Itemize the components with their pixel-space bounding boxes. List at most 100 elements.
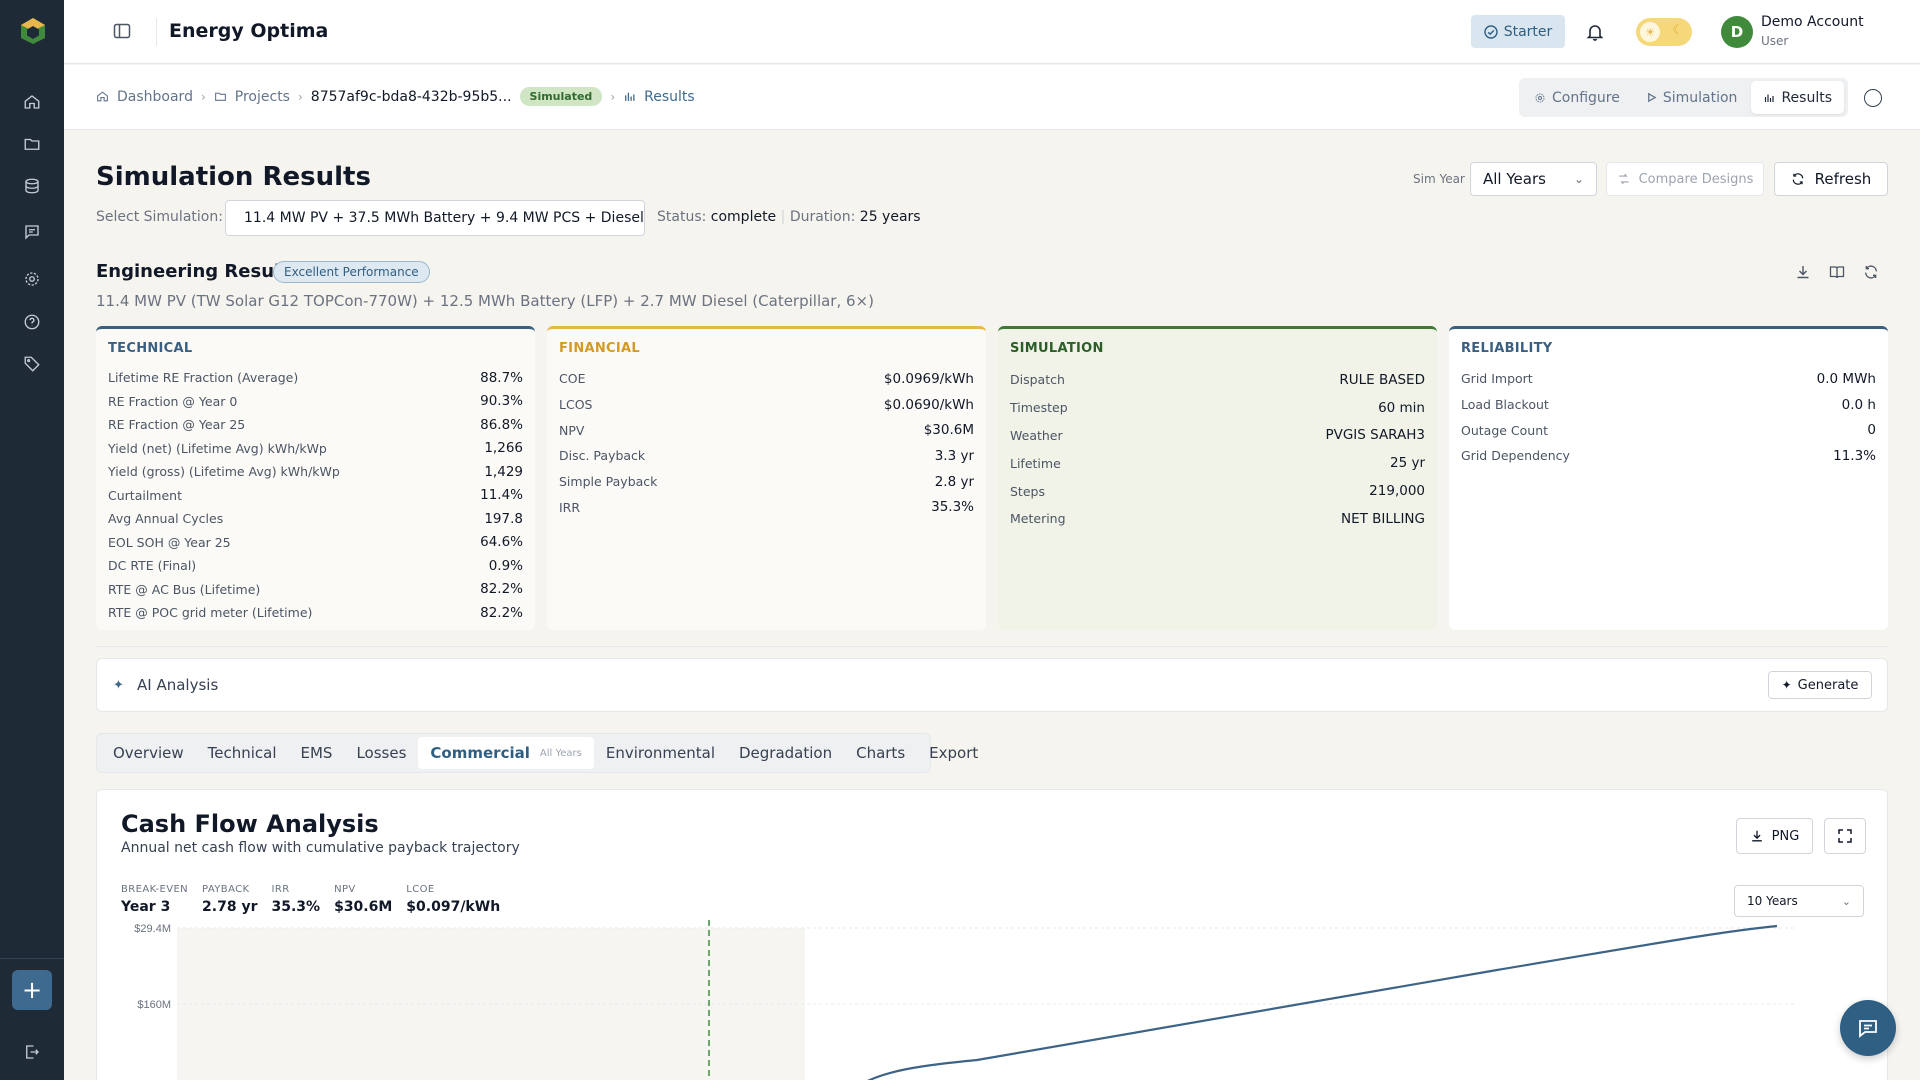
folder-icon — [214, 92, 226, 101]
tab-commercial[interactable]: Commercial All Years — [418, 737, 594, 769]
home-icon[interactable] — [22, 92, 42, 112]
kpi-value: 35.3% — [271, 899, 321, 915]
metric-row: RE Fraction @ Year 25 86.8% — [108, 413, 523, 437]
metric-row: LCOS $0.0690/kWh — [559, 392, 974, 418]
avatar[interactable]: D — [1721, 16, 1753, 48]
download-icon[interactable] — [1795, 264, 1811, 280]
metric-value: 0.0 h — [1841, 396, 1876, 413]
kpi-item: NPV $30.6M — [334, 884, 392, 915]
metric-row: Lifetime 25 yr — [1010, 449, 1425, 477]
metric-label: Timestep — [1010, 400, 1068, 416]
breadcrumb-dashboard[interactable]: Dashboard — [117, 88, 193, 105]
fullscreen-button[interactable] — [1824, 818, 1866, 854]
technical-rows: Lifetime RE Fraction (Average) 88.7% RE Fr… — [108, 366, 523, 625]
tab-charts[interactable]: Charts — [844, 737, 917, 769]
chevron-right-icon: › — [297, 89, 303, 104]
technical-card: TECHNICAL Lifetime RE Fraction (Average)… — [96, 326, 535, 630]
status-value: complete — [710, 209, 777, 225]
status-badge: Simulated — [519, 87, 603, 106]
tab-results[interactable]: Results — [1751, 81, 1844, 114]
bell-icon[interactable] — [1585, 22, 1605, 42]
app-logo[interactable] — [20, 17, 46, 45]
sidebar: + — [0, 0, 64, 1080]
kpi-item: PAYBACK 2.78 yr — [202, 884, 257, 915]
tab-label: Degradation — [738, 744, 833, 762]
metric-label: Dispatch — [1010, 372, 1065, 388]
metric-label: COE — [559, 371, 586, 387]
tab-losses[interactable]: Losses — [344, 737, 418, 769]
sidebar-toggle-icon[interactable] — [113, 22, 131, 40]
breadcrumb-results[interactable]: Results — [644, 88, 695, 105]
tab-configure[interactable]: Configure — [1522, 81, 1632, 114]
sun-icon: ☀ — [1640, 22, 1660, 42]
kpi-label: LCOE — [406, 884, 435, 895]
metric-value: 197.8 — [484, 510, 523, 527]
png-label: PNG — [1771, 828, 1800, 844]
kpi-label: PAYBACK — [202, 884, 250, 895]
plan-badge[interactable]: Starter — [1471, 15, 1565, 48]
tab-label: Export — [929, 744, 979, 762]
metric-label: Grid Dependency — [1461, 448, 1570, 464]
status-line: Status: complete | Duration: 25 years — [657, 209, 921, 225]
tab-environmental[interactable]: Environmental — [594, 737, 727, 769]
info-icon[interactable] — [1864, 89, 1882, 107]
ai-analysis-bar[interactable]: ✦ AI Analysis ✦ Generate — [96, 658, 1888, 712]
metric-label: RE Fraction @ Year 0 — [108, 393, 238, 409]
metric-value: PVGIS SARAH3 — [1325, 427, 1425, 444]
metric-value: 82.2% — [480, 604, 523, 621]
y-tick-label: $160M — [137, 999, 171, 1011]
metric-label: Yield (gross) (Lifetime Avg) kWh/kWp — [108, 464, 340, 480]
tag-icon[interactable] — [22, 354, 42, 374]
divider — [156, 18, 157, 46]
folder-icon[interactable] — [22, 134, 42, 154]
help-icon[interactable] — [22, 312, 42, 332]
kpi-value: Year 3 — [121, 899, 171, 915]
simulation-select[interactable]: 11.4 MW PV + 37.5 MWh Battery + 9.4 MW P… — [225, 200, 645, 236]
metric-row: DC RTE (Final) 0.9% — [108, 554, 523, 578]
chat-button[interactable] — [1840, 1000, 1896, 1056]
database-icon[interactable] — [22, 176, 42, 196]
cash-flow-chart: $29.4M $160M — [134, 920, 1797, 1080]
logout-icon[interactable] — [22, 1042, 42, 1062]
message-icon[interactable] — [22, 222, 42, 242]
cumulative-cash-flow-line — [867, 924, 1778, 1080]
tab-export[interactable]: Export — [917, 737, 990, 769]
metric-row: Grid Import 0.0 MWh — [1461, 366, 1876, 392]
section-divider — [96, 646, 1888, 647]
financial-rows: COE $0.0969/kWh LCOS $0.0690/kWh NPV $30.6M Di… — [559, 366, 974, 520]
generate-button[interactable]: ✦ Generate — [1768, 671, 1872, 699]
view-tabs: Configure Simulation Results — [1519, 78, 1848, 117]
breadcrumb-projects[interactable]: Projects — [234, 88, 290, 105]
simulation-rows: Dispatch RULE BASED Timestep 60 min Weather P… — [1010, 366, 1425, 533]
metric-row: Outage Count 0 — [1461, 417, 1876, 443]
tab-degradation[interactable]: Degradation — [727, 737, 844, 769]
png-export-button[interactable]: PNG — [1736, 818, 1813, 854]
add-button[interactable]: + — [12, 970, 52, 1010]
compare-designs-button[interactable]: Compare Designs — [1606, 162, 1764, 196]
metric-label: Disc. Payback — [559, 448, 646, 464]
tab-overview[interactable]: Overview — [101, 737, 196, 769]
book-icon[interactable] — [1829, 264, 1845, 280]
refresh-label: Refresh — [1814, 170, 1872, 188]
range-select[interactable]: 10 Years ⌄ — [1734, 885, 1864, 917]
settings-icon[interactable] — [22, 269, 42, 289]
breadcrumb-project-id[interactable]: 8757af9c-bda8-432b-95b5... — [310, 88, 512, 105]
metric-row: Disc. Payback 3.3 yr — [559, 443, 974, 469]
compare-icon — [1618, 173, 1629, 185]
tab-simulation[interactable]: Simulation — [1634, 81, 1750, 114]
bar-chart-icon — [625, 92, 635, 101]
tab-technical[interactable]: Technical — [196, 737, 289, 769]
metric-label: NPV — [559, 422, 585, 438]
sim-year-select[interactable]: All Years ⌄ — [1470, 162, 1597, 196]
refresh-button[interactable]: Refresh — [1774, 162, 1888, 196]
performance-badge: Excellent Performance — [273, 261, 430, 283]
account-name[interactable]: Demo Account — [1761, 14, 1864, 30]
metric-label: Curtailment — [108, 487, 182, 503]
refresh-icon[interactable] — [1863, 264, 1879, 280]
metric-label: Lifetime RE Fraction (Average) — [108, 370, 299, 386]
theme-toggle[interactable]: ☀ ☾ — [1636, 18, 1692, 46]
tab-ems[interactable]: EMS — [289, 737, 345, 769]
kpi-item: LCOE $0.097/kWh — [406, 884, 500, 915]
kpi-item: BREAK-EVEN Year 3 — [121, 884, 188, 915]
sparkle-icon: ✦ — [1781, 678, 1792, 692]
